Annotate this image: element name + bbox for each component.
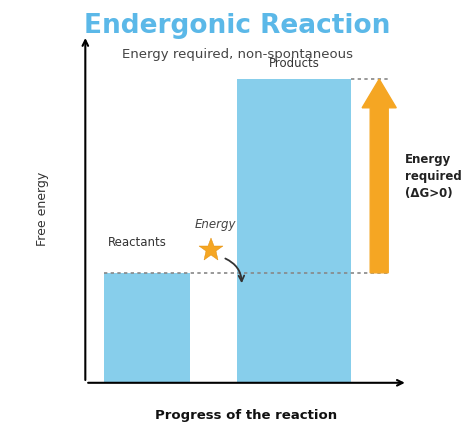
Bar xyxy=(104,273,190,383)
Text: Endergonic Reaction: Endergonic Reaction xyxy=(84,13,390,39)
Text: Reactants: Reactants xyxy=(108,235,167,249)
Text: Products: Products xyxy=(268,56,319,70)
Text: Free energy: Free energy xyxy=(36,172,49,246)
Text: Progress of the reaction: Progress of the reaction xyxy=(155,409,337,422)
Text: Energy
required
(ΔG>0): Energy required (ΔG>0) xyxy=(405,153,462,199)
FancyArrow shape xyxy=(362,79,396,273)
Bar xyxy=(237,79,351,383)
Text: Energy: Energy xyxy=(195,218,237,231)
Text: Energy required, non-spontaneous: Energy required, non-spontaneous xyxy=(121,48,353,62)
